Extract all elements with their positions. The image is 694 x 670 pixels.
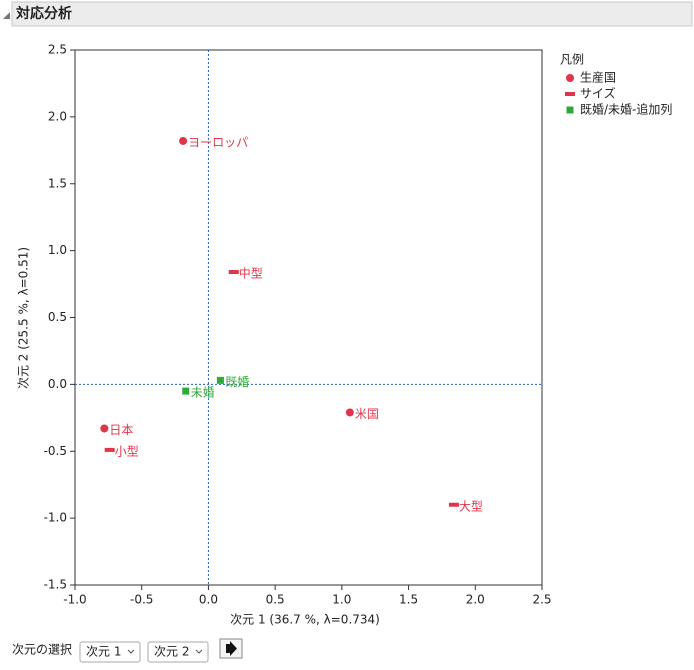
point xyxy=(100,424,109,433)
y-tick-label: 0.5 xyxy=(48,310,67,324)
y-tick-label: -1.5 xyxy=(44,578,67,592)
y-tick-label: 2.0 xyxy=(48,109,67,123)
y-tick-label: -0.5 xyxy=(44,444,67,458)
point xyxy=(216,376,224,384)
point-label: 米国 xyxy=(355,407,379,421)
disclosure-icon[interactable] xyxy=(3,12,10,19)
header-bar xyxy=(11,1,693,27)
y-tick-label: 1.0 xyxy=(48,243,67,257)
point xyxy=(179,136,188,145)
point xyxy=(345,408,354,417)
point xyxy=(104,447,115,452)
x-axis-label: 次元 1 (36.7 %, λ=0.734) xyxy=(230,613,380,627)
point xyxy=(228,270,239,275)
x-select-text: 次元 1 xyxy=(86,645,121,659)
point-label: 未婚 xyxy=(191,386,215,400)
legend-marker xyxy=(566,106,574,114)
point xyxy=(182,387,190,395)
dropdown-caret xyxy=(195,649,203,654)
legend-marker xyxy=(566,74,574,82)
control-label: 次元の選択 xyxy=(12,643,72,657)
dropdown-caret xyxy=(127,649,135,654)
point-label: 小型 xyxy=(115,444,139,458)
header-title: 対応分析 xyxy=(15,5,72,22)
x-tick-label: 2.0 xyxy=(466,593,485,607)
legend-label: 生産国 xyxy=(580,70,616,85)
x-tick-label: 2.5 xyxy=(532,593,551,607)
point xyxy=(448,502,459,507)
y-axis-label: 次元 2 (25.5 %, λ=0.51) xyxy=(17,247,31,389)
y-dimension-select[interactable] xyxy=(147,641,209,663)
point-label: 大型 xyxy=(459,499,483,513)
x-tick-label: -1.0 xyxy=(63,593,86,607)
x-tick-label: 1.0 xyxy=(332,593,351,607)
y-tick-label: -1.0 xyxy=(44,511,67,525)
x-dimension-select[interactable] xyxy=(79,641,141,663)
legend-title: 凡例 xyxy=(560,53,584,67)
x-tick-label: -0.5 xyxy=(130,593,153,607)
point-label: 既婚 xyxy=(225,375,249,389)
y-tick-label: 2.5 xyxy=(48,43,67,57)
point-label: ヨーロッパ xyxy=(188,135,248,149)
legend-marker xyxy=(565,92,575,96)
legend-label: 既婚/未婚-追加列 xyxy=(580,102,672,117)
x-tick-label: 0.0 xyxy=(199,593,218,607)
point-label: 中型 xyxy=(239,266,263,281)
x-tick-label: 0.5 xyxy=(266,593,285,607)
y-tick-label: 1.5 xyxy=(48,176,67,190)
y-select-text: 次元 2 xyxy=(154,645,189,659)
point-label: 日本 xyxy=(109,423,133,437)
legend-label: サイズ xyxy=(580,86,616,101)
arrow-icon xyxy=(226,641,237,656)
x-tick-label: 1.5 xyxy=(399,593,418,607)
y-tick-label: 0.0 xyxy=(48,377,67,391)
